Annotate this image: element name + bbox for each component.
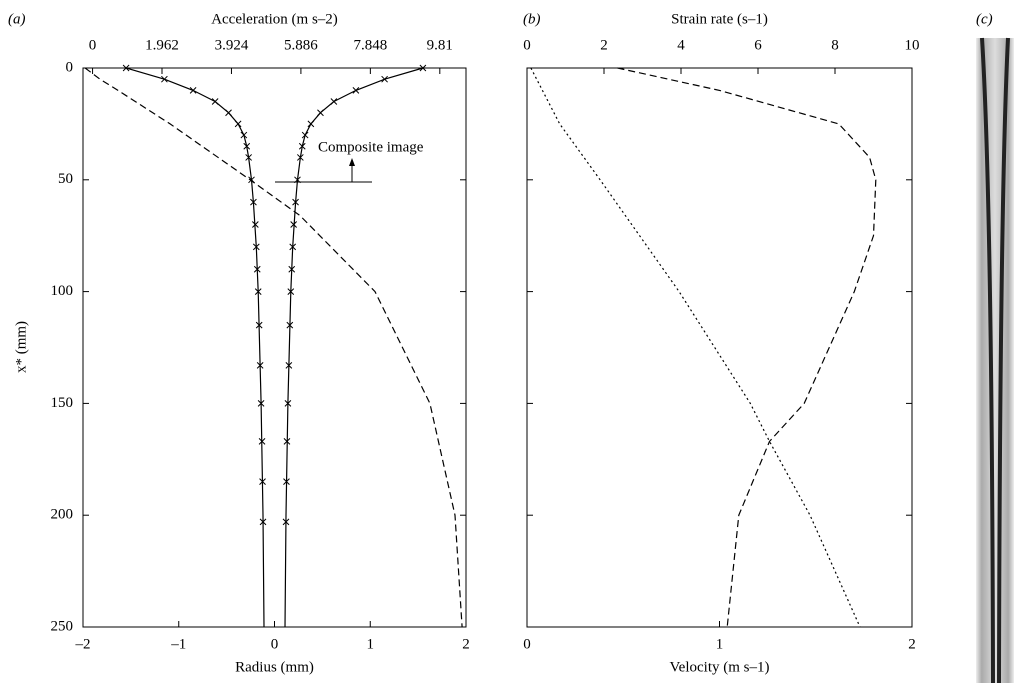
marker xyxy=(283,438,291,445)
curve xyxy=(530,67,861,628)
x-tick-label: –1 xyxy=(170,636,186,652)
curve xyxy=(125,67,265,628)
marker xyxy=(352,87,360,94)
x2-tick-label: 2 xyxy=(600,37,608,53)
y-tick-label: 150 xyxy=(51,395,74,411)
x2-tick-label: 6 xyxy=(754,37,762,53)
marker xyxy=(161,75,168,83)
marker xyxy=(254,288,262,295)
x2-tick-label: 8 xyxy=(831,37,839,53)
x2-axis-label: Acceleration (m s–2) xyxy=(211,11,338,27)
marker xyxy=(287,288,295,295)
x2-tick-label: 5.886 xyxy=(284,37,318,53)
marker xyxy=(307,120,315,128)
marker xyxy=(243,142,251,150)
x-tick-label: –2 xyxy=(75,636,91,652)
marker xyxy=(381,75,388,83)
marker xyxy=(282,518,290,526)
y-tick-label: 50 xyxy=(58,171,73,187)
marker xyxy=(259,518,267,526)
x2-tick-label: 4 xyxy=(677,37,685,53)
x2-tick-label: 7.848 xyxy=(353,37,387,53)
marker xyxy=(252,243,260,251)
marker xyxy=(283,478,290,486)
x-tick-label: 0 xyxy=(523,636,531,652)
marker xyxy=(298,142,306,150)
x2-tick-label: 3.924 xyxy=(215,37,249,53)
marker xyxy=(296,154,304,161)
marker xyxy=(258,438,266,445)
marker xyxy=(288,265,296,273)
plot-frame xyxy=(526,67,913,628)
marker xyxy=(240,131,248,139)
x2-axis-label: Strain rate (s–1) xyxy=(671,11,768,27)
y-axis-label: x* (mm) xyxy=(13,321,29,373)
x-tick-label: 2 xyxy=(908,636,916,652)
marker xyxy=(285,362,293,369)
curve xyxy=(617,67,877,628)
curve xyxy=(284,67,424,628)
x-tick-label: 1 xyxy=(716,636,724,652)
x-tick-label: 2 xyxy=(462,636,470,652)
x2-tick-label: 1.962 xyxy=(145,37,179,53)
x2-tick-label: 10 xyxy=(905,37,920,53)
x-axis-label: Radius (mm) xyxy=(235,659,314,675)
marker xyxy=(290,221,298,228)
marker xyxy=(419,64,427,72)
marker xyxy=(225,109,232,117)
x-axis-label: Velocity (m s–1) xyxy=(670,659,770,675)
marker xyxy=(250,198,257,206)
marker xyxy=(286,321,294,329)
marker xyxy=(259,478,266,486)
x2-tick-label: 9.81 xyxy=(427,37,453,53)
marker xyxy=(211,98,219,105)
marker xyxy=(251,221,259,228)
panel-label: (b) xyxy=(523,11,541,27)
marker xyxy=(292,198,299,206)
y-tick-label: 0 xyxy=(66,59,74,75)
marker xyxy=(255,321,263,329)
marker xyxy=(257,400,265,407)
marker xyxy=(294,176,301,184)
panel-label: (c) xyxy=(976,11,993,27)
marker xyxy=(256,362,264,369)
y-tick-label: 200 xyxy=(51,507,74,523)
marker xyxy=(253,265,261,273)
marker xyxy=(317,109,324,117)
marker xyxy=(301,131,309,139)
composite-image-annotation xyxy=(275,158,372,183)
y-tick-label: 250 xyxy=(51,618,74,634)
marker xyxy=(234,120,242,128)
marker xyxy=(245,154,253,161)
x2-tick-label: 0 xyxy=(89,37,97,53)
x-tick-label: 0 xyxy=(271,636,279,652)
marker xyxy=(189,87,197,94)
y-tick-label: 100 xyxy=(51,283,74,299)
marker xyxy=(330,98,338,105)
marker xyxy=(122,64,130,72)
marker xyxy=(284,400,292,407)
jet-image xyxy=(976,37,1014,683)
x-tick-label: 1 xyxy=(367,636,375,652)
panel-label: (a) xyxy=(8,11,26,27)
marker xyxy=(289,243,297,251)
x2-tick-label: 0 xyxy=(523,37,531,53)
annotation: Composite image xyxy=(318,139,424,155)
